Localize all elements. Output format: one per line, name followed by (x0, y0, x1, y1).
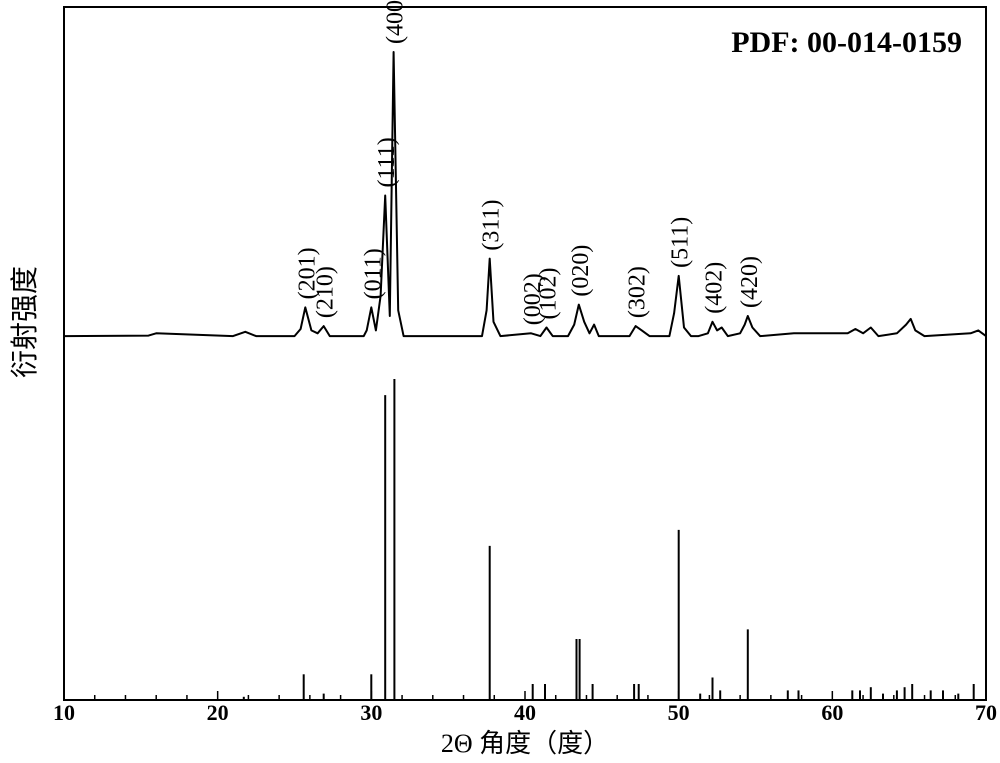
peak-label: (020) (568, 245, 594, 297)
x-axis-label: 2Θ 角度（度） (441, 729, 609, 758)
peak-labels: (201)(210) (011) (111) (400) (311) (002)(102)… (294, 0, 763, 325)
peak-label: (011) (360, 248, 386, 299)
peak-label: (201) (294, 247, 320, 299)
x-tick-label: 10 (53, 700, 75, 725)
peak-label: (102) (536, 268, 562, 320)
x-tick-label: 40 (514, 700, 536, 725)
reference-pattern-bars (242, 379, 975, 700)
x-tick-label: 70 (975, 700, 997, 725)
diffraction-line (63, 51, 987, 338)
peak-label: (002) (520, 273, 546, 325)
x-axis: 10 20 30 40 50 60 70 (53, 691, 997, 725)
x-tick-label: 60 (821, 700, 843, 725)
pdf-card-title: PDF: 00-014-0159 (731, 26, 962, 59)
x-tick-label: 50 (668, 700, 690, 725)
diffraction-pattern (63, 51, 987, 338)
peak-label: (302) (625, 266, 651, 318)
peak-label: (420) (737, 256, 763, 308)
peak-label: (210) (313, 266, 339, 318)
plot-frame (63, 6, 987, 701)
peak-label: (111) (374, 137, 400, 187)
x-tick-label: 20 (207, 700, 229, 725)
peak-label: (311) (479, 200, 505, 251)
peak-label: (400) (383, 0, 409, 44)
peak-label: (511) (668, 217, 694, 268)
y-axis-label: 衍射强度 (9, 266, 41, 378)
x-tick-label: 30 (360, 700, 382, 725)
peak-label: (402) (702, 262, 728, 314)
